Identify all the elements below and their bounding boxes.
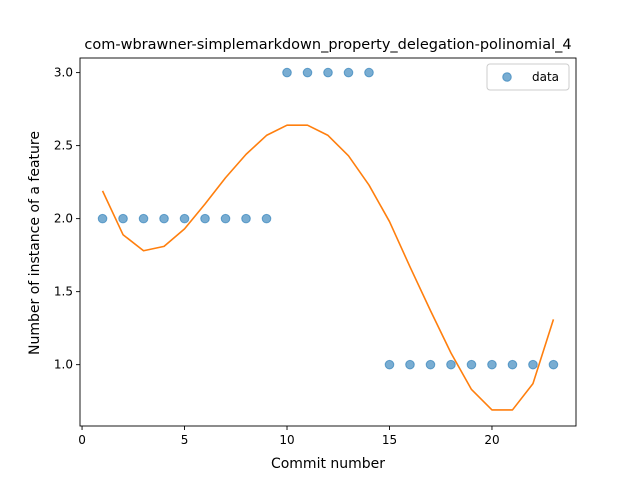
legend-box [486, 63, 570, 91]
x-tick-label: 15 [382, 433, 397, 447]
data-point [487, 359, 497, 370]
data-point [200, 213, 210, 224]
legend: data [486, 63, 570, 91]
y-axis-label: Number of instance of a feature [27, 131, 43, 355]
data-point [343, 67, 354, 78]
data-point [138, 213, 149, 224]
data-point [282, 67, 292, 78]
x-tick-label: 5 [181, 433, 189, 447]
x-tick-label: 20 [484, 433, 499, 447]
y-tick-label: 2.5 [54, 139, 73, 153]
fit-line [101, 124, 555, 411]
data-point [179, 213, 190, 224]
legend-marker [502, 72, 512, 82]
data-point [220, 213, 231, 224]
data-point [425, 359, 436, 370]
data-point [261, 213, 272, 224]
data-point [97, 213, 108, 224]
data-point [446, 359, 456, 370]
data-point [466, 359, 477, 370]
data-point [159, 213, 169, 224]
data-point [528, 359, 538, 370]
x-tick-label: 0 [78, 433, 86, 447]
legend-label: data [532, 70, 559, 84]
plot-frame [79, 57, 577, 427]
x-tick-label: 10 [279, 433, 294, 447]
y-tick-label: 1.5 [54, 285, 73, 299]
data-point [302, 67, 313, 78]
data-point [323, 67, 333, 78]
plot-area [97, 67, 559, 411]
data-point [405, 359, 415, 370]
data-point [241, 213, 251, 224]
chart-title: com-wbrawner-simplemarkdown_property_del… [84, 37, 571, 53]
axes: 0 5 10 15 20 1.0 1.5 2.0 2.5 3.0 [54, 57, 577, 447]
x-axis-label: Commit number [271, 456, 385, 472]
data-point [548, 359, 559, 370]
y-tick-label: 3.0 [54, 66, 73, 80]
y-tick-label: 2.0 [54, 212, 73, 226]
data-point [384, 359, 395, 370]
data-point [364, 67, 374, 78]
data-point [507, 359, 518, 370]
y-tick-label: 1.0 [54, 358, 73, 372]
data-point [118, 213, 128, 224]
